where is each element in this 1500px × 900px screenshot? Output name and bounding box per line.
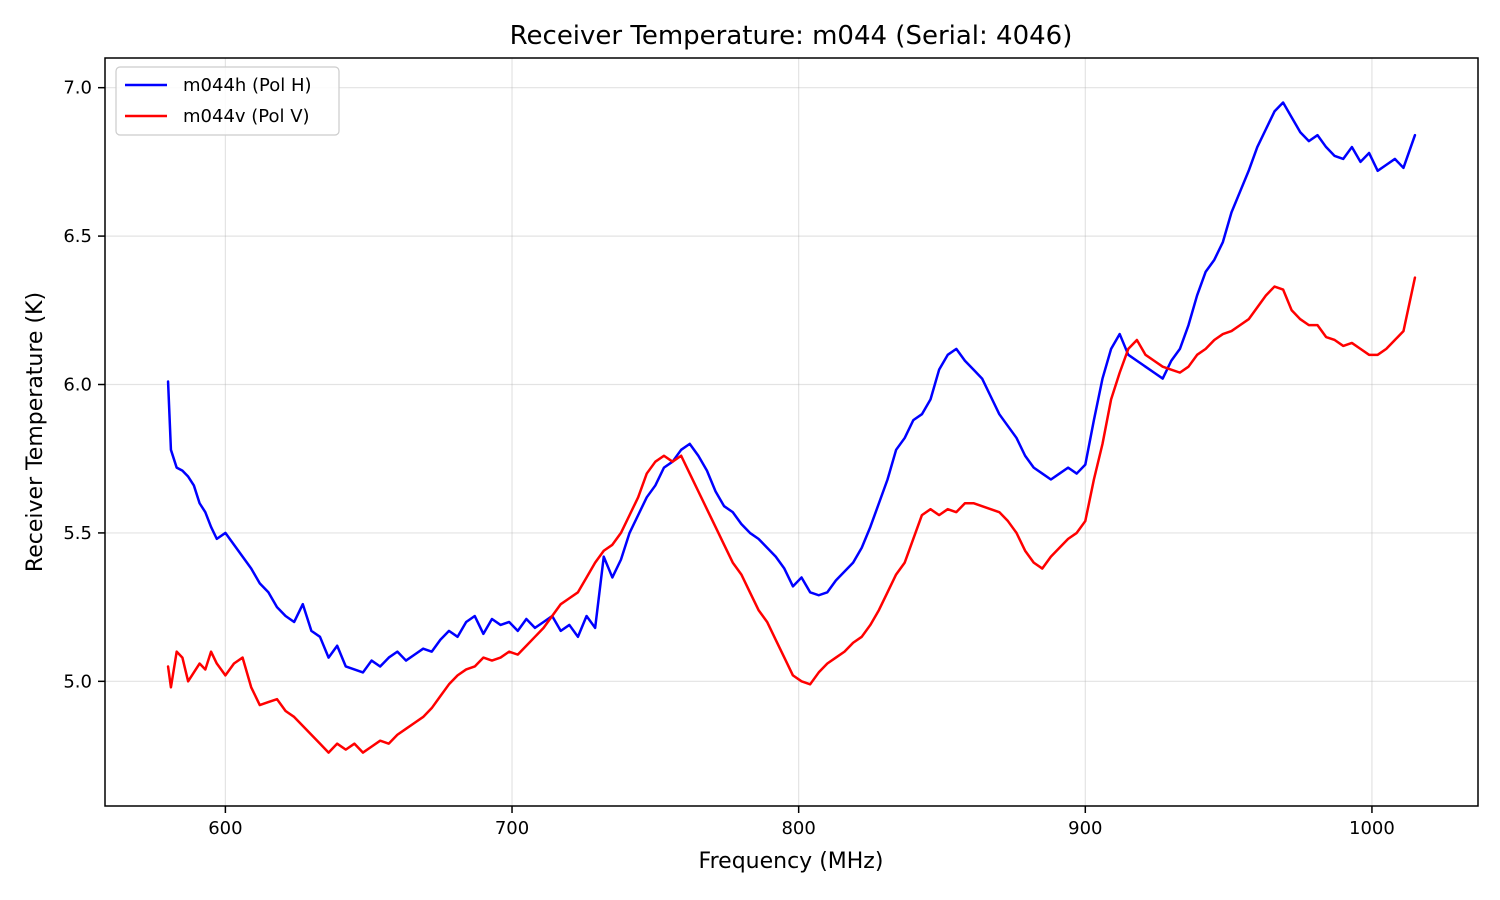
plot-frame [104, 57, 1479, 807]
series-lines [166, 101, 1417, 754]
y-axis-ticks: 5.0 5.5 6.0 6.5 7.0 [63, 78, 105, 692]
x-tick-label: 800 [781, 818, 815, 839]
grid-lines [105, 58, 1478, 806]
legend-label-pol-v: m044v (Pol V) [183, 106, 310, 127]
y-axis-label: Receiver Temperature (K) [23, 292, 48, 572]
chart-title: Receiver Temperature: m044 (Serial: 4046… [510, 21, 1073, 51]
x-tick-label: 600 [208, 818, 242, 839]
x-tick-label: 700 [495, 818, 529, 839]
x-tick-label: 1000 [1349, 818, 1395, 839]
legend-label-pol-h: m044h (Pol H) [183, 75, 312, 96]
y-tick-label: 6.0 [63, 375, 92, 396]
legend-box [115, 66, 340, 136]
y-tick-label: 7.0 [63, 78, 92, 99]
series-line-pol-v [166, 276, 1417, 754]
y-tick-label: 5.5 [63, 523, 92, 544]
y-tick-label: 6.5 [63, 226, 92, 247]
series-line-pol-h [166, 101, 1417, 674]
y-tick-label: 5.0 [63, 671, 92, 692]
x-tick-label: 900 [1068, 818, 1102, 839]
x-axis-ticks: 600 700 800 900 1000 [208, 806, 1395, 839]
legend: m044h (Pol H) m044v (Pol V) [115, 66, 340, 136]
x-axis-label: Frequency (MHz) [699, 849, 884, 874]
